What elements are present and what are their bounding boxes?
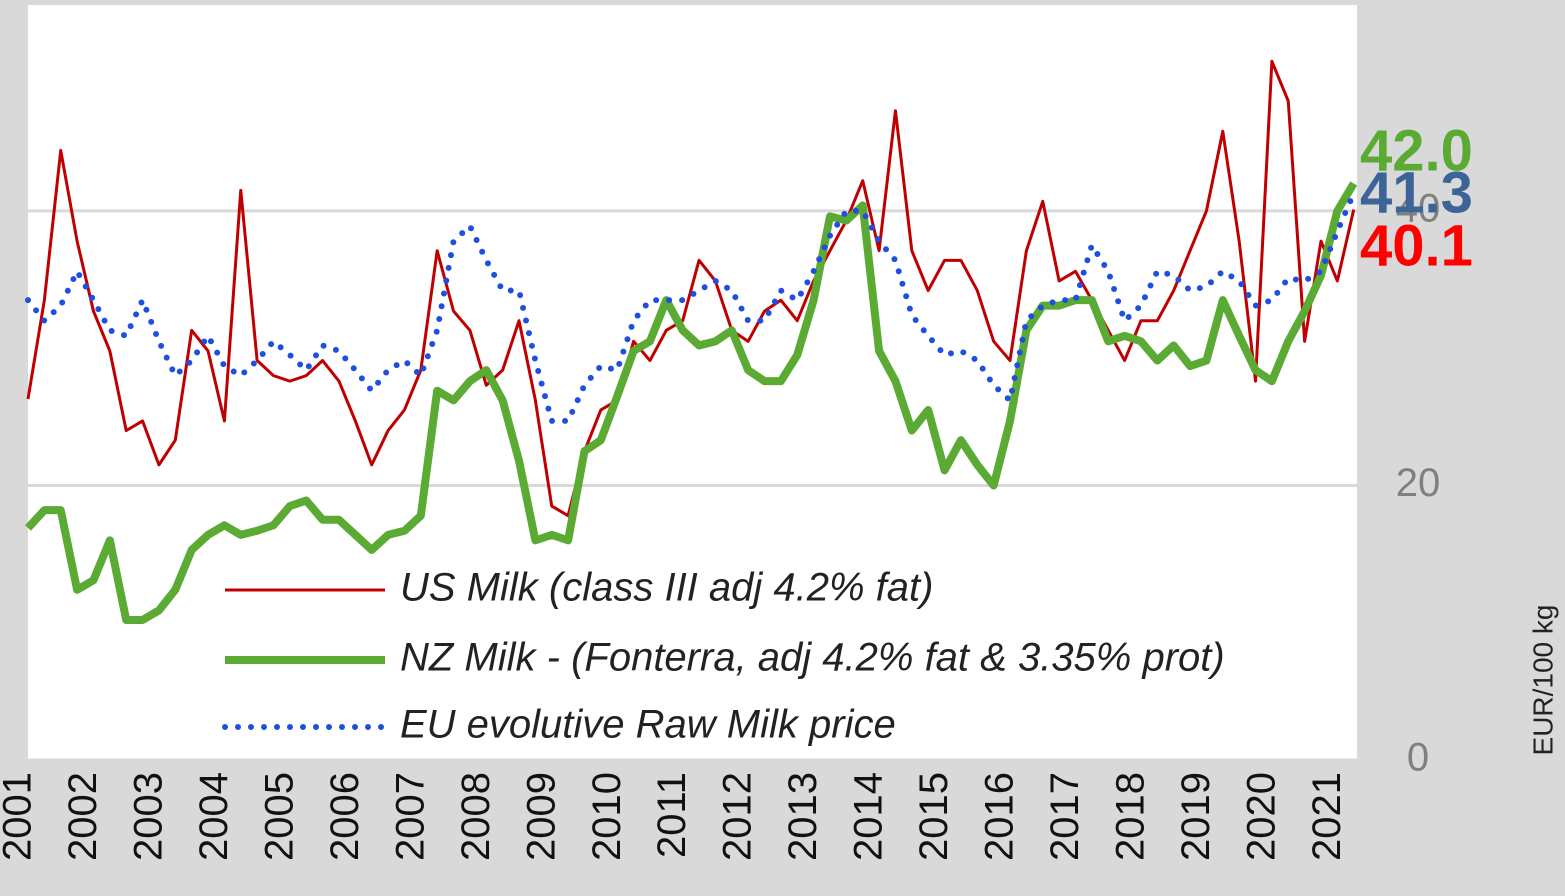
y-tick-label: 20 (1396, 461, 1441, 505)
y-tick-label: 40 (1396, 186, 1441, 230)
x-tick-label: 2008 (454, 772, 498, 861)
x-tick-label: 2017 (1043, 772, 1087, 861)
y-axis-label: EUR/100 kg (1527, 605, 1558, 756)
series-line (25, 181, 1358, 624)
x-tick-label: 2002 (61, 772, 105, 861)
x-tick-label: 2005 (257, 772, 301, 861)
legend-label: EU evolutive Raw Milk price (400, 703, 896, 747)
x-tick-label: 2003 (126, 772, 170, 861)
x-tick-label: 2009 (519, 772, 563, 861)
x-tick-label: 2006 (323, 772, 367, 861)
x-tick-label: 2010 (585, 772, 629, 861)
end-label: 42.0 (1360, 118, 1473, 183)
legend-label: US Milk (class III adj 4.2% fat) (400, 566, 933, 610)
x-tick-label: 2019 (1174, 772, 1218, 861)
x-tick-label: 2014 (847, 772, 891, 861)
y-tick-label: 0 (1407, 736, 1429, 780)
x-tick-label: 2016 (978, 772, 1022, 861)
x-tick-label: 2007 (388, 772, 432, 861)
x-tick-label: 2021 (1305, 772, 1349, 861)
plot-area (28, 5, 1357, 760)
end-label: 40.1 (1360, 213, 1473, 278)
x-tick-label: 2004 (192, 772, 236, 861)
x-tick-label: 2013 (781, 772, 825, 861)
x-tick-label: 2011 (650, 772, 694, 858)
x-tick-label: 2001 (0, 772, 40, 861)
series-line (25, 190, 1357, 424)
legend-label: NZ Milk - (Fonterra, adj 4.2% fat & 3.35… (400, 636, 1225, 680)
x-tick-label: 2012 (716, 772, 760, 861)
end-label: 41.3 (1360, 160, 1473, 225)
x-tick-label: 2020 (1239, 772, 1283, 861)
x-tick-label: 2018 (1109, 772, 1153, 861)
x-tick-label: 2015 (912, 772, 956, 861)
